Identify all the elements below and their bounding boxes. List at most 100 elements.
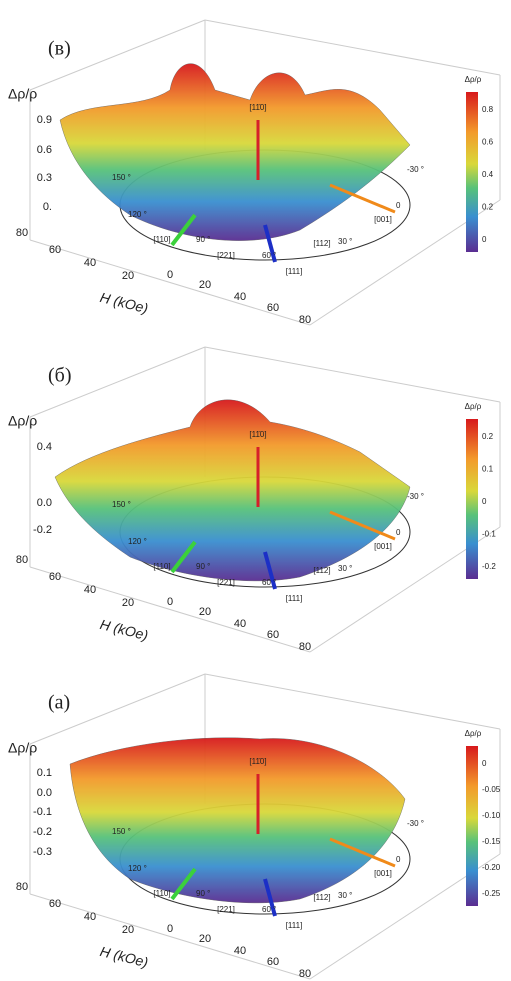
angle-label: 60 ° bbox=[262, 251, 276, 260]
angle-label: -30 ° bbox=[407, 492, 424, 501]
panel-label: (в) bbox=[48, 38, 71, 60]
z-tick-label: 0.3 bbox=[37, 172, 52, 184]
z-tick-label: -0.2 bbox=[33, 524, 52, 536]
h-tick-label: 40 bbox=[84, 584, 96, 596]
h-tick-label: 40 bbox=[234, 618, 246, 630]
z-axis-label: Δρ/ρ bbox=[8, 86, 37, 102]
surface bbox=[60, 64, 410, 241]
colorbar bbox=[466, 746, 478, 906]
h-axis-label: H (kOe) bbox=[98, 616, 149, 643]
z-tick-label: 0.0 bbox=[37, 497, 52, 509]
z-tick-label: -0.2 bbox=[33, 826, 52, 838]
angle-label: 90 ° bbox=[196, 889, 210, 898]
angle-label: 60 ° bbox=[262, 578, 276, 587]
direction-label: [001] bbox=[374, 215, 392, 224]
z-tick-label: 0.6 bbox=[37, 144, 52, 156]
z-tick-label: -0.3 bbox=[33, 846, 52, 858]
h-tick-label: 80 bbox=[16, 554, 28, 566]
angle-label: -30 ° bbox=[407, 165, 424, 174]
direction-label: [111] bbox=[286, 921, 303, 930]
colorbar-tick-label: -0.1 bbox=[482, 530, 496, 539]
top-direction-label: [11̄0] bbox=[249, 103, 266, 112]
h-tick-label: 0 bbox=[167, 596, 173, 608]
angle-label: 30 ° bbox=[338, 237, 352, 246]
z-tick-label: 0.0 bbox=[37, 787, 52, 799]
z-axis-label: Δρ/ρ bbox=[8, 413, 37, 429]
colorbar-tick-label: 0.8 bbox=[482, 105, 494, 114]
angle-label: 90 ° bbox=[196, 235, 210, 244]
colorbar-tick-label: 0.4 bbox=[482, 170, 494, 179]
angle-label: 120 ° bbox=[128, 210, 147, 219]
h-tick-label: 60 bbox=[267, 956, 279, 968]
direction-label: [221] bbox=[217, 251, 235, 260]
colorbar-tick-label: -0.20 bbox=[482, 863, 501, 872]
z-tick-label: 0.9 bbox=[37, 114, 52, 126]
h-tick-label: 0 bbox=[167, 269, 173, 281]
angle-label: 0 bbox=[396, 528, 401, 537]
h-tick-label: 60 bbox=[49, 244, 61, 256]
colorbar-tick-label: 0.2 bbox=[482, 203, 494, 212]
colorbar-title: Δρ/ρ bbox=[465, 729, 482, 738]
page: (в)Δρ/ρ0.90.60.30.80604020020406080H (kO… bbox=[0, 0, 511, 981]
direction-label: [112] bbox=[313, 239, 330, 248]
angle-label: 30 ° bbox=[338, 891, 352, 900]
direction-label: [112] bbox=[313, 893, 330, 902]
h-tick-label: 40 bbox=[234, 945, 246, 957]
h-tick-label: 80 bbox=[16, 881, 28, 893]
direction-label: [111] bbox=[286, 594, 303, 603]
h-tick-label: 40 bbox=[84, 911, 96, 923]
direction-label: [221] bbox=[217, 578, 235, 587]
direction-label: [001] bbox=[374, 542, 392, 551]
h-tick-label: 20 bbox=[199, 279, 211, 291]
h-tick-label: 80 bbox=[16, 227, 28, 239]
colorbar-tick-label: 0.1 bbox=[482, 465, 494, 474]
h-tick-label: 60 bbox=[49, 898, 61, 910]
angle-label: 0 bbox=[396, 201, 401, 210]
panel-label: (a) bbox=[48, 692, 70, 714]
direction-label: [001] bbox=[374, 869, 392, 878]
direction-label: [110] bbox=[153, 562, 170, 571]
angle-label: 0 bbox=[396, 855, 401, 864]
colorbar-title: Δρ/ρ bbox=[465, 75, 482, 84]
z-tick-label: 0. bbox=[43, 201, 52, 213]
angle-label: 150 ° bbox=[112, 827, 131, 836]
h-tick-label: 20 bbox=[122, 270, 134, 282]
top-direction-label: [11̄0] bbox=[249, 430, 266, 439]
h-tick-label: 20 bbox=[122, 597, 134, 609]
angle-label: 30 ° bbox=[338, 564, 352, 573]
angle-label: -30 ° bbox=[407, 819, 424, 828]
top-direction-label: [11̄0] bbox=[249, 757, 266, 766]
h-axis-label: H (kOe) bbox=[98, 943, 149, 970]
colorbar-tick-label: -0.05 bbox=[482, 785, 501, 794]
h-tick-label: 20 bbox=[122, 924, 134, 936]
angle-label: 120 ° bbox=[128, 537, 147, 546]
h-axis-label: H (kOe) bbox=[98, 289, 149, 316]
surface bbox=[70, 738, 405, 903]
angle-label: 150 ° bbox=[112, 173, 131, 182]
figure: (в)Δρ/ρ0.90.60.30.80604020020406080H (kO… bbox=[0, 0, 511, 981]
h-tick-label: 80 bbox=[299, 641, 311, 653]
z-tick-label: 0.1 bbox=[37, 767, 52, 779]
direction-label: [110] bbox=[153, 235, 170, 244]
h-tick-label: 40 bbox=[84, 257, 96, 269]
direction-label: [111] bbox=[286, 267, 303, 276]
h-tick-label: 60 bbox=[267, 629, 279, 641]
z-tick-label: 0.4 bbox=[37, 441, 52, 453]
z-axis-label: Δρ/ρ bbox=[8, 740, 37, 756]
colorbar-tick-label: -0.2 bbox=[482, 562, 496, 571]
h-tick-label: 20 bbox=[199, 933, 211, 945]
angle-label: 60 ° bbox=[262, 905, 276, 914]
colorbar-tick-label: 0 bbox=[482, 235, 487, 244]
h-tick-label: 20 bbox=[199, 606, 211, 618]
surface bbox=[55, 400, 410, 581]
box-edge bbox=[205, 20, 500, 75]
colorbar-tick-label: -0.15 bbox=[482, 837, 501, 846]
colorbar-title: Δρ/ρ bbox=[465, 402, 482, 411]
colorbar bbox=[466, 92, 478, 252]
box-edge bbox=[205, 347, 500, 402]
h-tick-label: 40 bbox=[234, 291, 246, 303]
colorbar-tick-label: -0.10 bbox=[482, 811, 501, 820]
